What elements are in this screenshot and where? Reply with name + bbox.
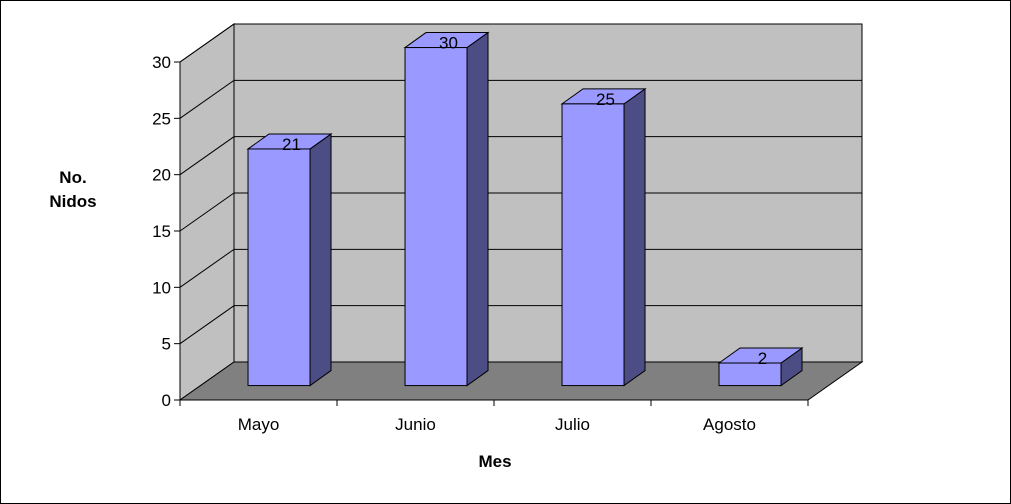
data-label: 30 [439, 34, 458, 53]
gridline [179, 136, 862, 176]
x-tick-label: Mayo [238, 415, 280, 434]
bar-front [718, 362, 782, 387]
bar [560, 87, 647, 387]
y-tick-label: 0 [162, 391, 171, 410]
labels: 0 5 10 15 20 25 30 Mayo Junio Julio Agosto 21 30 25 2 [152, 34, 767, 434]
gridline [179, 305, 862, 345]
gridline [179, 23, 862, 63]
data-label: 2 [758, 349, 767, 368]
bar-front [561, 103, 625, 387]
bar [403, 31, 490, 387]
bar-front [247, 148, 311, 387]
bar-side [466, 31, 489, 387]
x-tick-label: Julio [555, 415, 590, 434]
data-label: 21 [282, 135, 301, 154]
gridline [179, 192, 862, 232]
y-tick-label: 30 [152, 53, 171, 72]
x-tick-label: Junio [395, 415, 436, 434]
x-axis-label: Mes [478, 452, 512, 471]
bar-side [309, 132, 332, 387]
y-tick-label: 25 [152, 109, 171, 128]
bar [717, 347, 804, 387]
gridline [179, 248, 862, 288]
gridlines [179, 23, 862, 345]
y-axis-label-line-1: No. [59, 168, 87, 187]
axes [174, 61, 809, 406]
y-tick-label: 15 [152, 222, 171, 241]
y-tick-label: 5 [162, 335, 171, 354]
bar-side [623, 87, 646, 387]
bar [246, 132, 333, 387]
y-tick-label: 10 [152, 278, 171, 297]
gridline [179, 79, 862, 119]
y-axis-label-line-2: Nidos [49, 192, 97, 211]
x-tick-label: Agosto [703, 415, 756, 434]
bars [246, 31, 804, 387]
y-tick-label: 20 [152, 166, 171, 185]
bar-front [404, 47, 468, 387]
data-label: 25 [596, 90, 615, 109]
